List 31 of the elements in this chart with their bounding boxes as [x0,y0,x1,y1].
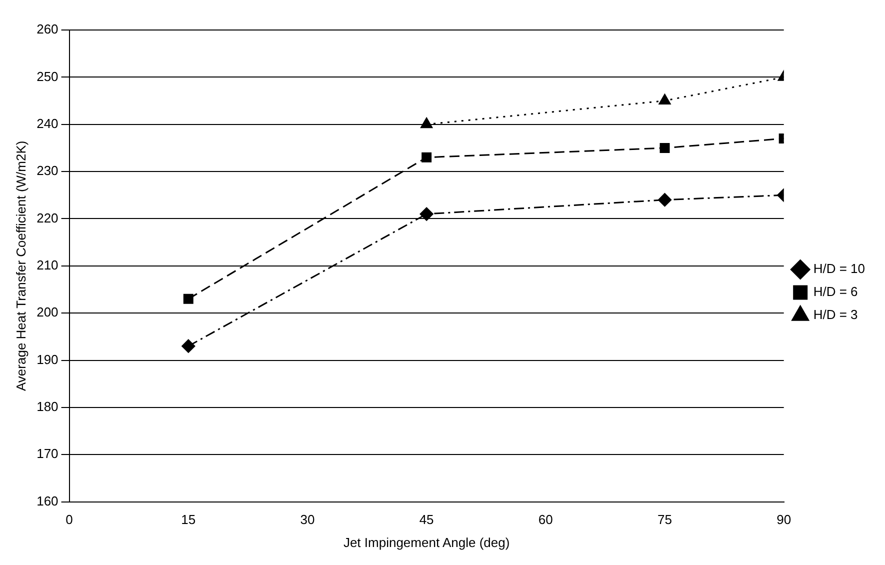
point [658,193,672,207]
x-tick-label: 60 [538,512,553,528]
y-tick-label: 230 [36,163,58,178]
y-tick-label: 160 [36,493,58,508]
y-tick-label: 190 [36,352,58,367]
y-tick-label: 260 [36,22,58,37]
y-tick-label: 170 [36,446,58,462]
y-tick-label: 200 [36,304,58,320]
legend-label: H/D = 6 [813,284,858,300]
point [183,294,194,304]
legend-label: H/D = 10 [813,261,866,276]
x-tick-label: 0 [66,512,73,528]
x-tick-label: 30 [300,512,315,528]
y-tick-label: 250 [36,68,58,84]
point [660,142,670,153]
y-tick-label: 240 [36,116,58,131]
y-tick-label: 220 [36,210,58,226]
x-tick-label: 90 [776,512,792,528]
y-tick-label: 180 [36,399,58,414]
x-tick-label: 45 [419,512,434,528]
legend-label: H/D = 3 [813,307,858,322]
x-tick-label: 75 [658,512,672,528]
y-axis-title: Average Heat Transfer Coefficient (W/m2K) [13,140,28,392]
y-tick-label: 210 [36,257,58,272]
point [420,118,433,128]
point [658,94,671,105]
point [420,207,434,221]
point [182,339,196,353]
point [422,152,432,162]
x-axis-title: Jet Impingement Angle (deg) [343,534,510,550]
x-tick-label: 15 [181,512,196,528]
